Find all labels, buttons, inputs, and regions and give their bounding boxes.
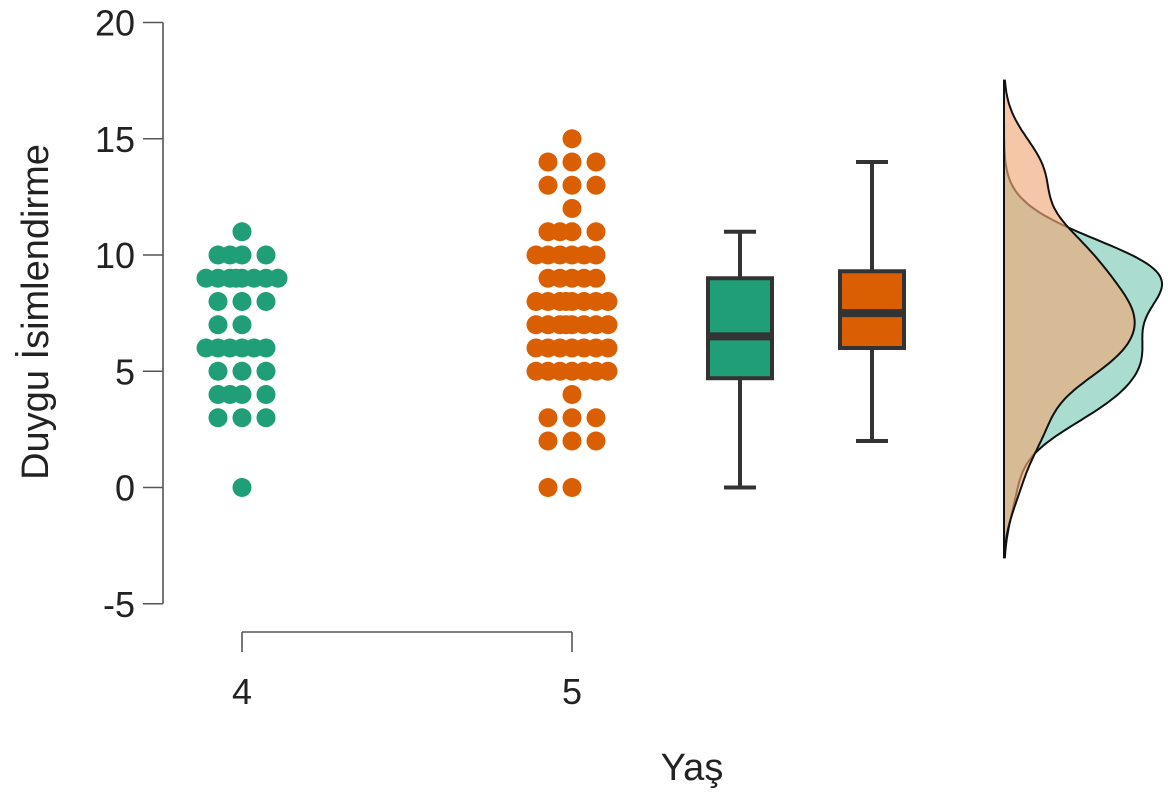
data-point-5	[574, 338, 594, 358]
box-iqr	[706, 276, 774, 381]
data-point-5	[526, 315, 546, 335]
data-point-4	[196, 338, 216, 358]
data-point-5	[550, 268, 570, 288]
data-point-5	[538, 152, 558, 172]
data-points	[196, 129, 618, 497]
data-point-5	[598, 315, 618, 335]
data-point-5	[538, 408, 558, 428]
data-point-5	[574, 315, 594, 335]
data-point-5	[538, 431, 558, 451]
data-point-4	[232, 222, 252, 242]
data-point-5	[586, 222, 606, 242]
density-5	[1003, 79, 1136, 559]
data-point-5	[574, 268, 594, 288]
data-point-5	[556, 292, 576, 311]
data-point-5	[562, 478, 582, 497]
data-point-5	[550, 222, 570, 242]
data-point-4	[226, 268, 246, 288]
x-axis-title: Yaş	[661, 747, 724, 789]
data-point-5	[574, 361, 594, 381]
y-tick-label: 20	[95, 3, 135, 44]
data-point-5	[538, 175, 558, 195]
data-point-4	[256, 385, 276, 404]
y-tick-label: 0	[115, 468, 135, 509]
data-point-5	[550, 361, 570, 381]
data-point-5	[598, 292, 618, 311]
data-point-4	[208, 315, 228, 335]
data-point-4	[208, 292, 228, 311]
data-point-5	[574, 292, 594, 311]
data-point-4	[256, 408, 276, 428]
data-point-5	[526, 245, 546, 265]
data-point-5	[598, 361, 618, 381]
y-axis-title: Duygu İsimlendirme	[14, 144, 57, 480]
y-tick-label: 15	[95, 119, 135, 160]
data-point-5	[586, 408, 606, 428]
data-point-5	[598, 338, 618, 358]
data-point-5	[562, 199, 582, 218]
data-point-5	[526, 338, 546, 358]
data-point-4	[208, 361, 228, 381]
boxplot-4	[706, 229, 774, 490]
data-point-4	[220, 338, 240, 358]
data-point-5	[574, 245, 594, 265]
data-point-5	[562, 129, 582, 149]
data-point-4	[196, 268, 216, 288]
data-point-5	[586, 152, 606, 172]
x-tick-label: 5	[562, 671, 582, 712]
data-point-5	[550, 338, 570, 358]
data-point-4	[256, 292, 276, 311]
data-point-4	[232, 315, 252, 335]
data-point-5	[562, 152, 582, 172]
y-tick-label: -5	[103, 584, 135, 625]
data-point-5	[526, 292, 546, 311]
data-point-4	[256, 245, 276, 265]
data-point-5	[586, 175, 606, 195]
data-point-4	[232, 292, 252, 311]
data-point-5	[538, 478, 558, 497]
y-tick-label: 5	[115, 351, 135, 392]
data-point-4	[244, 338, 264, 358]
data-point-4	[232, 408, 252, 428]
data-point-5	[562, 175, 582, 195]
data-point-5	[562, 385, 582, 404]
data-point-5	[586, 431, 606, 451]
data-point-4	[268, 268, 288, 288]
data-point-4	[244, 268, 264, 288]
density-curves	[1003, 79, 1163, 559]
data-point-5	[556, 315, 576, 335]
data-point-5	[562, 431, 582, 451]
data-point-4	[220, 385, 240, 404]
x-tick-label: 4	[232, 671, 252, 712]
boxplots	[706, 160, 906, 490]
data-point-4	[232, 478, 252, 497]
data-point-5	[526, 361, 546, 381]
data-point-5	[562, 408, 582, 428]
data-point-4	[232, 361, 252, 381]
y-axis: -5 0 5 10 15 20	[95, 3, 164, 625]
boxplot-5	[838, 160, 906, 443]
y-tick-label: 10	[95, 235, 135, 276]
data-point-4	[208, 408, 228, 428]
data-point-4	[220, 245, 240, 265]
data-point-4	[256, 361, 276, 381]
data-point-5	[550, 245, 570, 265]
